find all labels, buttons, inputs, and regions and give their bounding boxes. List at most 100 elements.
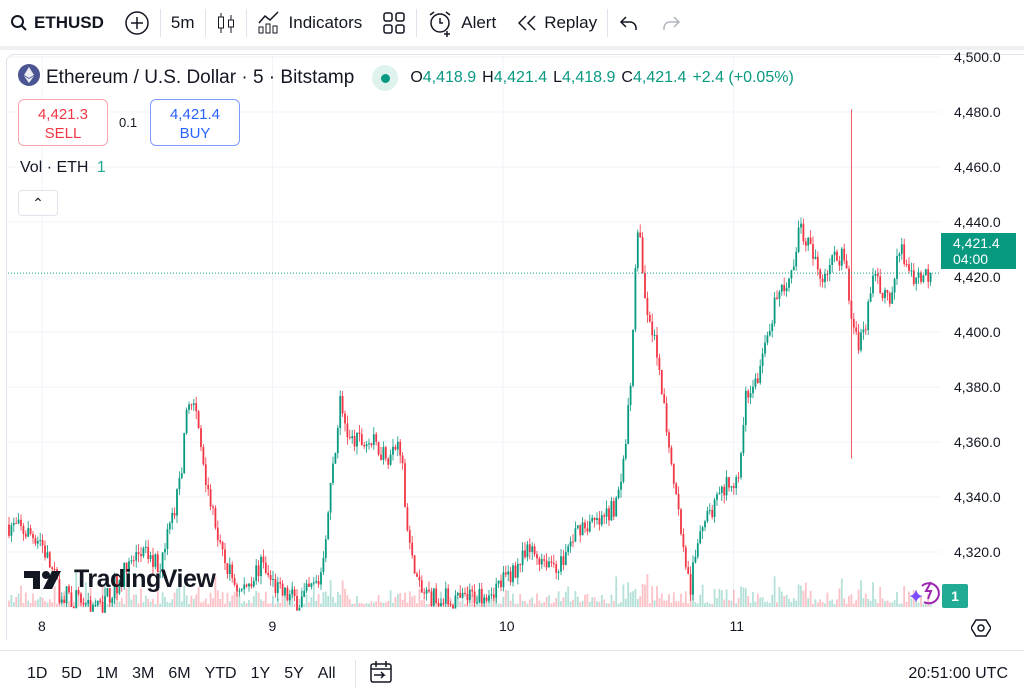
symbol-title[interactable]: Ethereum / U.S. Dollar · 5 · Bitstamp (46, 67, 355, 88)
volume-bar (812, 603, 814, 607)
volume-bar (286, 600, 289, 607)
volume-bar (879, 587, 882, 607)
candle-body (560, 556, 562, 572)
go-to-date-icon[interactable] (368, 659, 394, 690)
collapse-legend-button[interactable]: ⌃ (18, 190, 58, 216)
range-1d[interactable]: 1D (27, 665, 48, 682)
range-all[interactable]: All (317, 665, 336, 682)
volume-bar (692, 582, 694, 607)
volume-bar (195, 594, 198, 607)
candle-body (598, 518, 601, 525)
volume-bar (694, 602, 697, 607)
volume-bar (317, 593, 320, 607)
volume-bar (886, 600, 889, 607)
candle-body (113, 576, 116, 599)
volume-bar (836, 599, 838, 607)
candle-body (591, 517, 594, 522)
volume-bar (569, 601, 572, 607)
volume-bar (188, 603, 190, 607)
volume-bar (15, 596, 18, 607)
volume-bar (884, 601, 886, 607)
candle-body (437, 603, 440, 607)
ai-spark-icon[interactable] (909, 576, 942, 613)
candle-body (461, 592, 464, 598)
sell-button[interactable]: 4,421.3 SELL (18, 99, 108, 146)
volume-bar (312, 583, 315, 607)
redo-button[interactable] (650, 5, 692, 41)
candle-body (428, 589, 430, 592)
candle-body (372, 434, 375, 446)
volume-bar (339, 594, 342, 607)
volume-legend[interactable]: Vol · ETH 1 (20, 159, 106, 177)
volume-bar (596, 601, 598, 607)
interval-button[interactable]: 5m (161, 5, 205, 41)
layouts-button[interactable] (372, 5, 416, 41)
volume-bar (75, 570, 78, 607)
volume-bar (260, 599, 262, 607)
candle-body (562, 556, 565, 565)
candle-body (288, 594, 291, 601)
range-5y[interactable]: 5Y (284, 665, 304, 682)
range-3m[interactable]: 3M (132, 665, 155, 682)
volume-bar (869, 600, 872, 607)
alert-button[interactable]: Alert (417, 5, 506, 41)
candle-body (888, 292, 891, 304)
chart-panel[interactable] (6, 54, 1024, 640)
undo-button[interactable] (608, 5, 650, 41)
volume-bar (651, 586, 654, 607)
candle-body (236, 584, 238, 592)
candle-body (713, 499, 716, 518)
chart-type-button[interactable] (206, 5, 246, 41)
volume-bar (70, 596, 73, 607)
volume-label: Vol · ETH (20, 159, 89, 176)
candle-body (776, 297, 778, 299)
volume-bar (855, 600, 858, 607)
candle-body (910, 270, 913, 272)
volume-bar (747, 595, 750, 607)
range-5d[interactable]: 5D (61, 665, 82, 682)
volume-bar (401, 599, 404, 607)
volume-bar (488, 600, 490, 607)
candle-body (329, 482, 332, 513)
volume-bar (504, 589, 507, 607)
ohlc-values: O4,418.9 H4,421.4 L4,418.9 C4,421.4 +2.4… (410, 69, 793, 87)
candle-body (346, 423, 349, 438)
volume-bar (29, 602, 32, 607)
settings-hex-icon[interactable] (970, 618, 992, 643)
candle-body (824, 273, 826, 283)
candle-body (924, 269, 927, 276)
volume-bar (399, 593, 402, 607)
candle-body (291, 589, 294, 595)
candle-body (281, 583, 284, 596)
candle-body (440, 603, 442, 607)
utc-clock[interactable]: 20:51:00 UTC (908, 665, 1008, 682)
candle-body (603, 515, 606, 517)
candle-body (639, 232, 642, 238)
volume-bar (248, 599, 250, 607)
volume-bar (567, 586, 570, 607)
volume-bar (39, 596, 42, 607)
indicators-button[interactable]: Indicators (247, 5, 373, 41)
candle-body (180, 473, 183, 478)
candle-body (279, 582, 282, 584)
volume-bar (742, 587, 745, 607)
compare-button[interactable] (114, 5, 160, 41)
buy-button[interactable]: 4,421.4 BUY (150, 99, 240, 146)
candle-body (850, 300, 853, 319)
candle-body (84, 603, 87, 605)
range-1y[interactable]: 1Y (250, 665, 271, 682)
market-status-icon[interactable] (372, 65, 399, 91)
range-6m[interactable]: 6M (168, 665, 191, 682)
range-ytd[interactable]: YTD (204, 665, 237, 682)
volume-bar (696, 603, 699, 607)
candle-body (123, 562, 126, 587)
range-1m[interactable]: 1M (95, 665, 119, 682)
candle-body (324, 539, 327, 559)
candle-body (80, 593, 82, 603)
candle-body (893, 278, 896, 293)
tradingview-logo[interactable]: TradingView (24, 565, 216, 594)
volume-bar (459, 601, 462, 607)
replay-button[interactable]: Replay (506, 5, 607, 41)
symbol-search-button[interactable]: ETHUSD (0, 5, 114, 41)
